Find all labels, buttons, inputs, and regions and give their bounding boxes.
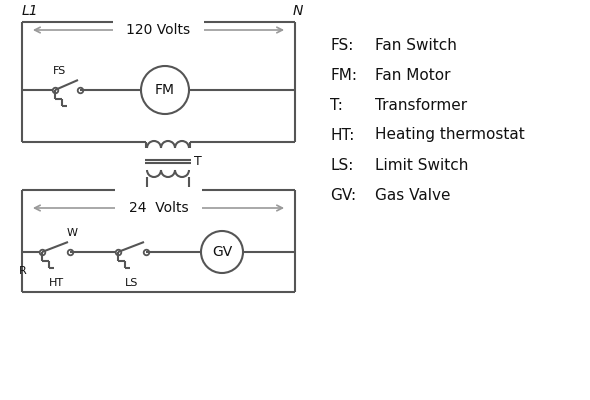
- Text: FM:: FM:: [330, 68, 357, 82]
- Text: Limit Switch: Limit Switch: [375, 158, 468, 172]
- Text: T:: T:: [330, 98, 343, 112]
- Text: Fan Motor: Fan Motor: [375, 68, 451, 82]
- Text: 120 Volts: 120 Volts: [126, 23, 191, 37]
- Text: Transformer: Transformer: [375, 98, 467, 112]
- Text: HT:: HT:: [330, 128, 355, 142]
- Text: L1: L1: [22, 4, 38, 18]
- Text: GV: GV: [212, 245, 232, 259]
- Text: FS:: FS:: [330, 38, 353, 52]
- Text: LS:: LS:: [330, 158, 353, 172]
- Text: FM: FM: [155, 83, 175, 97]
- Text: LS: LS: [125, 278, 139, 288]
- Text: GV:: GV:: [330, 188, 356, 202]
- Text: N: N: [293, 4, 303, 18]
- Text: 24  Volts: 24 Volts: [129, 201, 188, 215]
- Text: Heating thermostat: Heating thermostat: [375, 128, 525, 142]
- Text: HT: HT: [48, 278, 64, 288]
- Text: W: W: [67, 228, 77, 238]
- Text: Fan Switch: Fan Switch: [375, 38, 457, 52]
- Text: Gas Valve: Gas Valve: [375, 188, 451, 202]
- Text: R: R: [19, 266, 27, 276]
- Text: T: T: [194, 155, 202, 168]
- Text: FS: FS: [53, 66, 67, 76]
